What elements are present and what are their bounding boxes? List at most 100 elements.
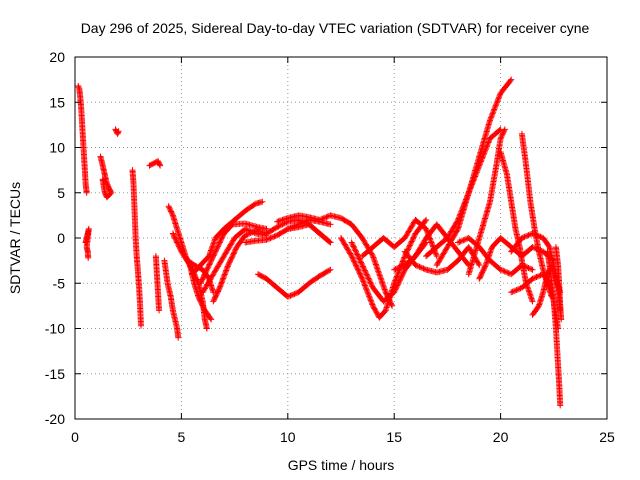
data-point: [360, 278, 367, 285]
data-point: [536, 233, 543, 240]
data-point: [501, 126, 508, 133]
data-point: [396, 264, 403, 271]
x-tick-label: 20: [493, 429, 509, 445]
data-point: [504, 269, 511, 276]
data-point: [176, 244, 183, 251]
data-point: [243, 226, 250, 233]
data-point: [433, 253, 440, 260]
data-point: [396, 278, 403, 285]
data-point: [356, 256, 363, 263]
data-point: [394, 282, 401, 289]
data-point: [392, 286, 399, 293]
data-point: [359, 262, 366, 269]
y-tick-label: 0: [57, 230, 65, 246]
data-point: [177, 246, 184, 252]
data-point: [324, 213, 331, 220]
data-point: [406, 243, 413, 250]
y-tick-label: 10: [49, 140, 65, 156]
data-point: [169, 230, 176, 237]
data-point: [410, 234, 417, 241]
data-point: [172, 236, 179, 243]
data-point: [471, 174, 478, 181]
data-point: [246, 230, 253, 237]
data-point: [395, 281, 401, 288]
data-point: [167, 207, 174, 214]
data-point: [454, 227, 461, 234]
data-point: [216, 240, 223, 247]
data-point: [99, 176, 106, 183]
data-point: [534, 232, 541, 239]
data-point: [368, 280, 374, 287]
data-point: [395, 265, 402, 271]
data-point: [219, 234, 226, 241]
y-tick-label: 5: [57, 185, 65, 201]
data-point: [361, 266, 368, 273]
data-point: [356, 270, 363, 277]
data-point: [428, 239, 435, 246]
data-point: [227, 258, 233, 265]
data-point: [204, 265, 211, 272]
y-tick-label: 20: [49, 49, 65, 65]
y-tick-label: -20: [45, 411, 65, 427]
data-point: [362, 268, 369, 275]
data-point: [409, 237, 416, 244]
data-point: [500, 267, 507, 274]
data-point: [211, 249, 218, 256]
data-point: [250, 228, 257, 235]
data-point: [352, 261, 359, 268]
data-point: [351, 244, 358, 251]
data-point: [460, 237, 467, 244]
data-point: [350, 257, 357, 264]
data-point: [374, 310, 381, 317]
data-point: [353, 248, 359, 255]
y-tick-label: 15: [49, 94, 65, 110]
data-point: [216, 239, 223, 246]
data-point: [534, 273, 541, 280]
data-point: [508, 289, 515, 296]
data-point: [494, 97, 501, 103]
data-point: [370, 304, 377, 311]
data-point: [473, 170, 480, 177]
data-point: [456, 239, 463, 245]
data-point: [366, 276, 373, 283]
data-point: [475, 260, 482, 267]
data-point: [219, 233, 226, 240]
data-point: [398, 274, 405, 281]
data-point: [211, 251, 218, 258]
x-tick-label: 25: [599, 429, 615, 445]
data-point: [242, 225, 249, 232]
data-point: [228, 254, 235, 261]
data-point: [400, 257, 407, 264]
data-point: [359, 263, 366, 270]
data-point: [357, 271, 364, 278]
data-point: [244, 231, 251, 238]
data-point: [351, 258, 358, 265]
data-point: [532, 231, 539, 238]
data-point: [214, 244, 221, 251]
data-point: [215, 242, 222, 249]
data-point: [275, 223, 282, 230]
data-point: [172, 235, 179, 242]
data-point: [298, 218, 305, 224]
data-point: [410, 235, 416, 242]
data-point: [474, 166, 481, 173]
data-point: [355, 254, 362, 261]
data-point: [353, 263, 360, 270]
data-point: [478, 157, 485, 164]
data-point: [263, 236, 270, 243]
data-point: [358, 260, 365, 267]
data-point: [320, 215, 327, 222]
data-point: [213, 246, 220, 252]
data-point: [368, 298, 375, 305]
data-point: [482, 263, 489, 270]
data-point: [208, 256, 215, 263]
data-point: [207, 260, 213, 267]
data-point: [532, 274, 539, 281]
data-point: [214, 243, 221, 250]
data-point: [358, 259, 364, 266]
data-point: [457, 238, 464, 245]
data-point: [207, 315, 214, 322]
data-point: [500, 129, 507, 135]
data-point: [489, 110, 496, 117]
